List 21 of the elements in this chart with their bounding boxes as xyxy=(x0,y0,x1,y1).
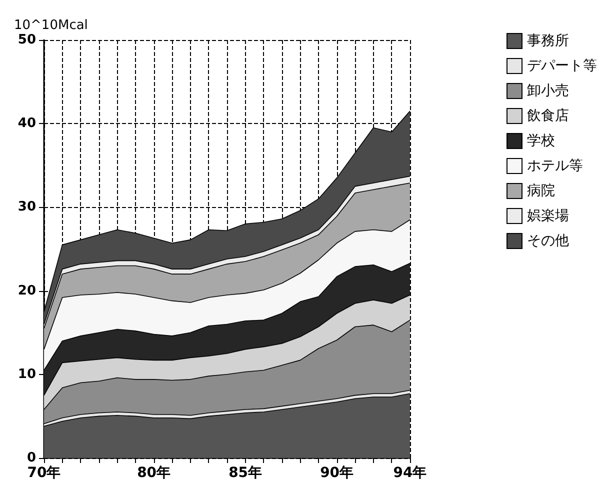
legend-label: 学校 xyxy=(527,133,555,149)
y-axis-title: 10^10Mcal xyxy=(14,18,88,33)
x-tick-label: 90年 xyxy=(320,465,354,481)
x-tick-label: 94年 xyxy=(393,465,427,481)
y-tick-label: 30 xyxy=(18,200,36,215)
legend-label: 事務所 xyxy=(527,33,569,49)
legend-label: デパート等 xyxy=(527,58,597,74)
y-tick-label: 50 xyxy=(18,32,36,48)
x-tick-label: 85年 xyxy=(228,465,262,481)
y-tick-label: 10 xyxy=(18,366,36,382)
y-tick-label: 0 xyxy=(26,450,36,466)
x-tick-label: 80年 xyxy=(137,465,171,481)
y-tick-label: 40 xyxy=(18,116,36,132)
legend-label: 娯楽場 xyxy=(527,208,569,224)
x-tick-label: 70年 xyxy=(27,465,61,481)
legend-label: 卸小売 xyxy=(527,83,569,99)
legend-label: 飲食店 xyxy=(527,108,569,124)
legend-label: ホテル等 xyxy=(527,158,583,174)
y-tick-label: 20 xyxy=(18,283,36,298)
legend-label: その他 xyxy=(527,233,569,249)
legend-label: 病院 xyxy=(527,183,555,199)
